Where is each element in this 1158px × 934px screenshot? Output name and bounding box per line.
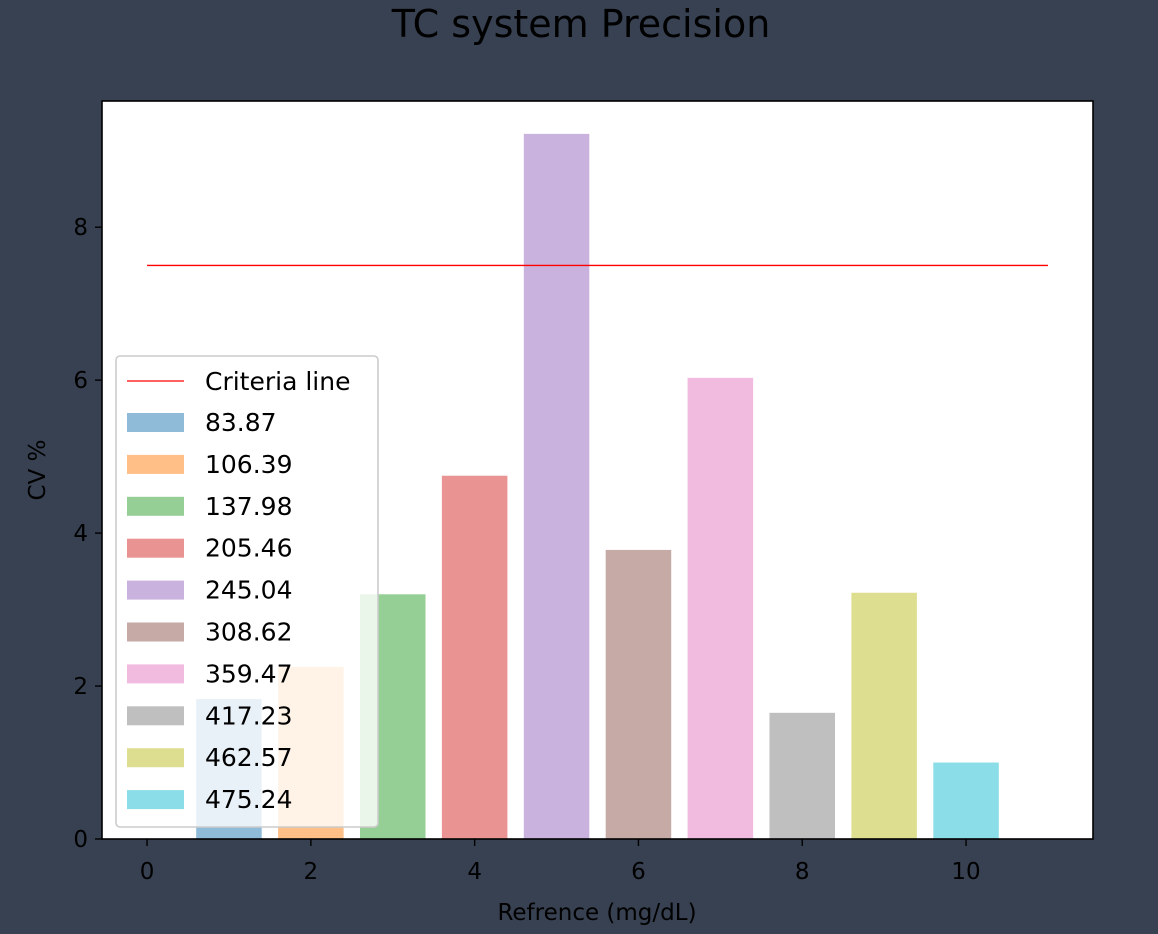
bar-3	[441, 475, 508, 839]
x-tick-label-1: 2	[304, 859, 319, 885]
bar-9	[933, 762, 999, 839]
legend-label-6: 359.47	[205, 659, 292, 688]
bar-6	[687, 377, 754, 839]
legend-label-7: 417.23	[205, 701, 292, 730]
y-tick-label-3: 6	[73, 368, 88, 394]
legend-label-0: 83.87	[205, 408, 277, 437]
legend: Criteria line 83.87 106.39 137.98 205.46 245…	[115, 355, 379, 828]
x-tick-label-2: 4	[467, 859, 482, 885]
legend-label-1: 106.39	[205, 450, 292, 479]
x-axis-label: Refrence (mg/dL)	[497, 900, 696, 926]
legend-label-4: 245.04	[205, 576, 292, 605]
y-tick-label-4: 8	[73, 215, 88, 241]
bar-4	[523, 133, 590, 839]
legend-swatch-1	[127, 454, 184, 474]
legend-swatch-4	[127, 580, 184, 600]
x-tick-label-3: 6	[631, 859, 646, 885]
x-tick-label-0: 0	[140, 859, 155, 885]
legend-label-9: 475.24	[205, 785, 292, 814]
y-tick-label-2: 4	[73, 521, 88, 547]
x-tick-label-5: 10	[951, 859, 980, 885]
bar-8	[851, 592, 917, 839]
legend-swatch-6	[127, 664, 184, 684]
x-ticks: 0 2 4 6 8 10	[140, 839, 981, 885]
legend-swatch-8	[127, 748, 184, 768]
bar-7	[769, 712, 836, 839]
legend-swatch-5	[127, 622, 184, 642]
y-ticks: 0 2 4 6 8	[73, 215, 102, 853]
legend-swatch-7	[127, 706, 184, 726]
legend-swatch-2	[127, 496, 184, 516]
y-axis-label: CV %	[25, 440, 51, 501]
legend-items: 83.87 106.39 137.98 205.46 245.04 308.62 359.4…	[127, 408, 292, 814]
legend-swatch-0	[127, 413, 184, 432]
y-tick-label-0: 0	[73, 827, 88, 853]
chart-title: TC system Precision	[391, 2, 771, 46]
x-tick-label-4: 8	[795, 859, 810, 885]
legend-swatch-3	[127, 538, 184, 558]
legend-label-2: 137.98	[205, 492, 292, 521]
legend-label-8: 462.57	[205, 743, 292, 772]
legend-criteria-label: Criteria line	[205, 367, 350, 396]
plot-frame	[101, 100, 1094, 840]
legend-swatch-9	[127, 790, 184, 810]
legend-label-5: 308.62	[205, 618, 292, 647]
legend-label-3: 205.46	[205, 534, 292, 563]
y-tick-label-1: 2	[73, 674, 88, 700]
bar-5	[605, 549, 672, 839]
